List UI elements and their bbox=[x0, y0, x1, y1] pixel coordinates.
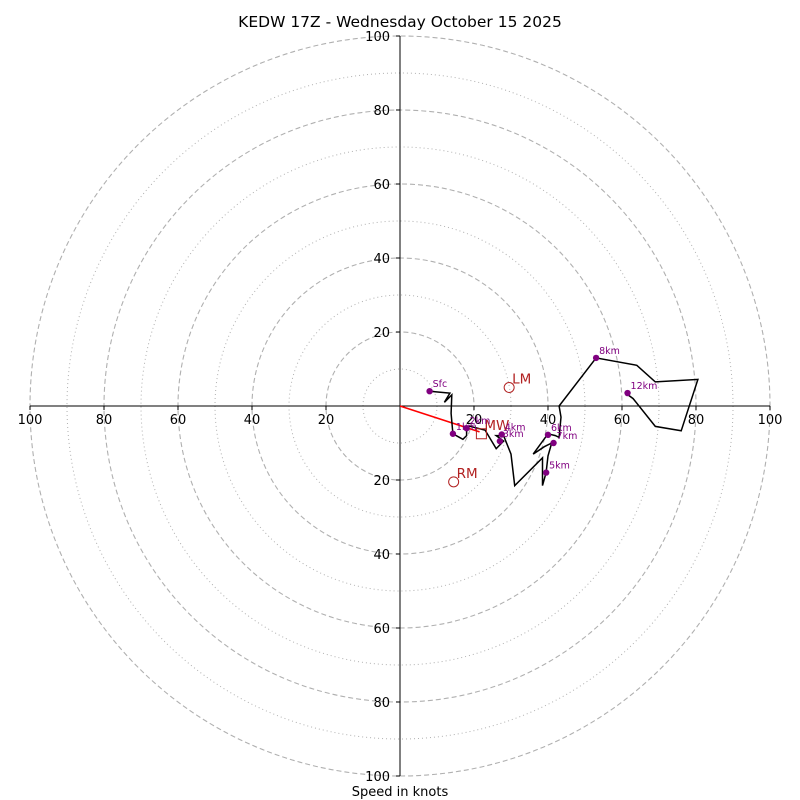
x-tick-label: 40 bbox=[244, 413, 261, 428]
y-tick-label: 60 bbox=[373, 622, 390, 637]
height-marker-4km bbox=[498, 431, 505, 438]
storm-motion-lm-label: LM bbox=[512, 372, 531, 388]
height-marker-2km bbox=[463, 425, 470, 432]
height-marker-7km bbox=[550, 439, 557, 447]
tick-labels: 100 80 60 40 20 20 40 60 80 100 100 80 60 40 20 20 40 60 8… bbox=[18, 30, 783, 785]
x-tick-label: 80 bbox=[96, 413, 113, 428]
x-tick-label: 100 bbox=[18, 413, 43, 428]
storm-motion-rm-marker bbox=[448, 476, 460, 488]
storm-motion-mw-marker bbox=[475, 428, 487, 440]
x-tick-label: 80 bbox=[688, 413, 705, 428]
x-axis-label: Speed in knots bbox=[352, 785, 449, 800]
height-marker-label: 2km bbox=[470, 416, 491, 427]
x-tick-label: 20 bbox=[318, 413, 335, 428]
y-tick-label: 60 bbox=[373, 178, 390, 193]
chart-title: KEDW 17Z - Wednesday October 15 2025 bbox=[238, 13, 562, 31]
storm-motion-rm-label: RM bbox=[457, 466, 478, 482]
hodograph-data: LMRMMWSfc1km2km3km4km5km6km7km8km12km bbox=[399, 346, 699, 488]
storm-motion-lm-marker bbox=[503, 382, 515, 393]
height-marker-label: 5km bbox=[549, 461, 570, 472]
y-tick-label: 80 bbox=[373, 696, 390, 711]
height-marker-label: Sfc bbox=[433, 379, 448, 390]
height-marker-12km bbox=[624, 389, 631, 397]
y-tick-label: 20 bbox=[373, 326, 390, 341]
height-marker-label: 4km bbox=[505, 422, 526, 433]
x-tick-label: 20 bbox=[466, 413, 483, 428]
y-tick-label: 100 bbox=[365, 770, 390, 785]
height-marker-label: 6km bbox=[551, 423, 572, 434]
y-tick-label: 40 bbox=[373, 548, 390, 563]
height-marker-sfc bbox=[426, 388, 433, 395]
x-tick-label: 60 bbox=[614, 413, 631, 428]
height-marker-6km bbox=[544, 431, 552, 439]
height-marker-3km bbox=[496, 437, 504, 445]
height-marker-label: 7km bbox=[557, 431, 578, 442]
height-marker-8km bbox=[592, 354, 600, 362]
storm-motion-mw-label: MW bbox=[484, 418, 509, 434]
height-marker-label: 3km bbox=[503, 429, 524, 440]
y-tick-label: 40 bbox=[373, 252, 390, 267]
y-tick-label: 80 bbox=[373, 104, 390, 119]
x-tick-label: 40 bbox=[540, 413, 557, 428]
hodograph-trace bbox=[429, 357, 699, 488]
height-marker-1km bbox=[449, 430, 457, 437]
y-tick-label: 100 bbox=[365, 30, 390, 45]
height-marker-label: 12km bbox=[631, 381, 658, 392]
x-tick-label: 100 bbox=[758, 413, 783, 428]
y-tick-label: 20 bbox=[373, 474, 390, 489]
x-tick-label: 60 bbox=[170, 413, 187, 428]
height-marker-5km bbox=[542, 469, 550, 476]
height-marker-label: 8km bbox=[599, 346, 620, 357]
